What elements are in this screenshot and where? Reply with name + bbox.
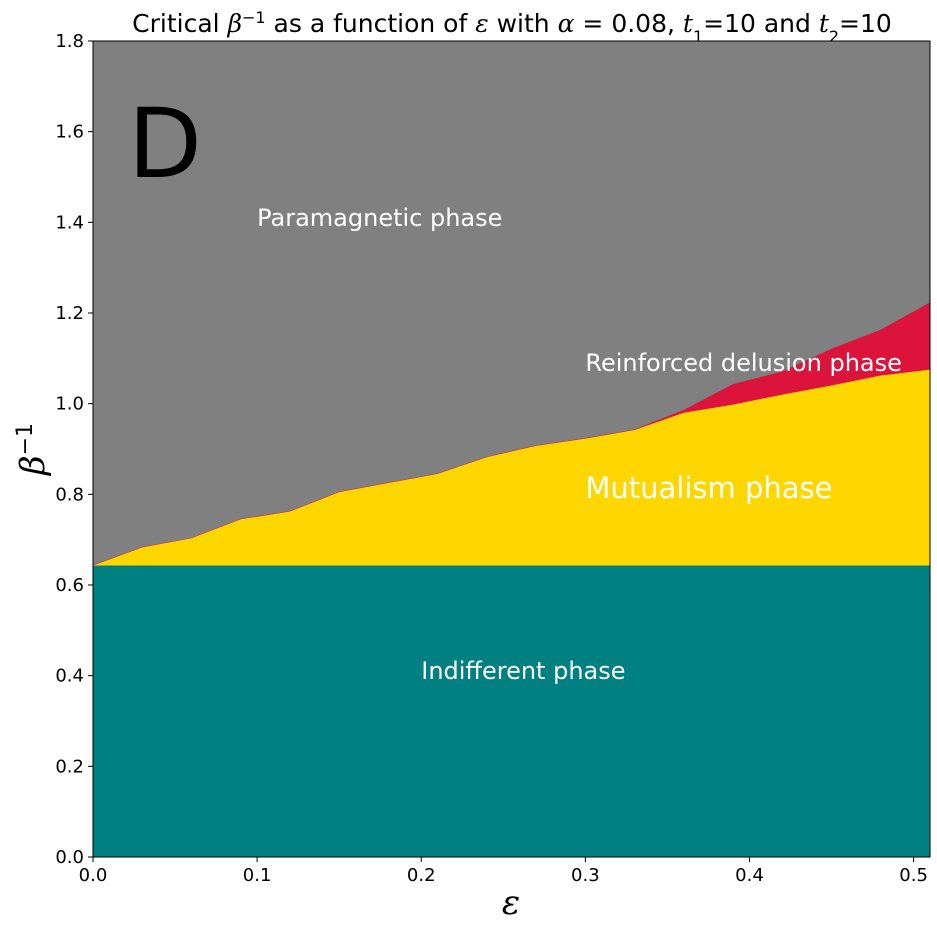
y-tick-label: 1.0 (55, 394, 84, 415)
x-tick-label: 0.5 (899, 865, 928, 886)
y-tick-label: 0.8 (55, 484, 84, 505)
plot-area (92, 41, 931, 857)
indifferent-phase-label: Indifferent phase (421, 657, 625, 685)
mutualism-region (93, 369, 930, 566)
y-tick-label: 1.8 (55, 31, 84, 52)
x-tick-label: 0.3 (571, 865, 600, 886)
x-axis: 0.0 0.1 0.2 0.3 0.4 0.5 (79, 857, 928, 886)
x-tick-label: 0.4 (735, 865, 764, 886)
annotations: Paramagnetic phase Reinforced delusion ph… (257, 204, 902, 685)
y-tick-label: 1.2 (55, 303, 84, 324)
y-tick-label: 0.4 (55, 666, 84, 687)
y-tick-label: 0.6 (55, 575, 84, 596)
mutualism-phase-label: Mutualism phase (585, 471, 832, 505)
y-tick-label: 0.0 (55, 847, 84, 868)
panel-letter: D (128, 88, 202, 200)
x-tick-label: 0.0 (79, 865, 108, 886)
y-axis: 0.0 0.2 0.4 0.6 0.8 1.0 1.2 1.4 1.6 1.8 (55, 31, 93, 868)
reinforced-delusion-phase-label: Reinforced delusion phase (585, 349, 902, 377)
indifferent-region (93, 565, 930, 857)
y-tick-label: 0.2 (55, 756, 84, 777)
y-tick-label: 1.6 (55, 122, 84, 143)
x-axis-label: ε (502, 883, 520, 923)
x-tick-label: 0.2 (407, 865, 436, 886)
chart-title: Critical β−1 as a function of ε with α =… (132, 8, 892, 46)
paramagnetic-phase-label: Paramagnetic phase (257, 204, 502, 232)
y-axis-label: β−1 (13, 423, 54, 477)
plot-frame (92, 40, 931, 858)
y-tick-label: 1.4 (55, 212, 84, 233)
x-tick-label: 0.1 (243, 865, 272, 886)
